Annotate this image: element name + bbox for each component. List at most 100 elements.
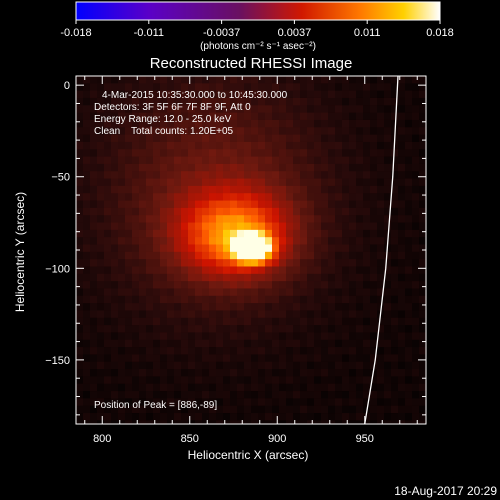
heatmap-cell [181,171,189,179]
heatmap-cell [314,237,322,245]
heatmap-cell [272,185,280,194]
heatmap-cell [188,317,196,326]
heatmap-cell [321,398,329,407]
heatmap-cell [223,325,231,333]
heatmap-cell [412,295,420,304]
heatmap-cell [412,281,420,289]
heatmap-cell [202,273,210,282]
heatmap-cell [174,339,182,348]
heatmap-cell [76,229,84,238]
heatmap-cell [321,141,329,150]
heatmap-cell [405,134,413,143]
heatmap-cell [118,90,126,99]
heatmap-cell [398,383,406,392]
heatmap-cell [328,171,336,179]
heatmap-cell [293,244,301,253]
heatmap-cell [349,112,357,121]
heatmap-cell [419,171,426,179]
heatmap-cell [195,398,203,407]
heatmap-cell [104,127,112,136]
heatmap-cell [342,405,350,414]
heatmap-cell [223,391,231,399]
heatmap-cell [258,134,266,143]
heatmap-cell [405,222,413,231]
heatmap-cell [230,273,238,282]
heatmap-cell [216,405,224,414]
heatmap-cell [412,420,420,424]
heatmap-cell [125,163,133,172]
heatmap-cell [118,413,126,421]
heatmap-cell [195,391,203,399]
heatmap-cell [139,119,147,128]
heatmap-cell [293,141,301,150]
heatmap-cell [356,134,364,143]
heatmap-cell [391,339,399,348]
heatmap-cell [314,310,322,319]
heatmap-cell [125,339,133,348]
heatmap-cell [125,156,133,165]
heatmap-cell [391,215,399,223]
heatmap-cell [139,347,147,355]
heatmap-cell [244,288,252,297]
heatmap-cell [279,163,287,172]
heatmap-cell [293,398,301,407]
heatmap-cell [216,193,224,201]
heatmap-cell [412,288,420,297]
heatmap-cell [391,405,399,414]
heatmap-cell [237,303,245,311]
heatmap-cell [286,281,294,289]
heatmap-cell [335,295,343,304]
heatmap-cell [335,391,343,399]
heatmap-cell [160,105,168,114]
heatmap-cell [342,215,350,223]
heatmap-cell [405,295,413,304]
heatmap-cell [258,207,266,216]
heatmap-cell [377,376,385,385]
heatmap-cell [251,383,259,392]
heatmap-cell [153,193,161,201]
heatmap-cell [132,266,140,275]
heatmap-cell [132,405,140,414]
heatmap-cell [391,369,399,377]
heatmap-cell [167,97,175,106]
heatmap-cell [342,303,350,311]
heatmap-cell [223,215,231,223]
heatmap-cell [321,237,329,245]
heatmap-cell [209,347,217,355]
heatmap-cell [286,405,294,414]
heatmap-cell [300,383,308,392]
heatmap-cell [370,83,378,92]
heatmap-cell [146,266,154,275]
heatmap-cell [132,369,140,377]
heatmap-cell [202,354,210,363]
heatmap-cell [321,112,329,121]
heatmap-cell [314,119,322,128]
heatmap-cell [405,97,413,106]
heatmap-cell [195,405,203,414]
heatmap-cell [132,163,140,172]
heatmap-cell [251,163,259,172]
heatmap-cell [251,288,259,297]
heatmap-cell [139,391,147,399]
heatmap-cell [104,178,112,187]
heatmap-cell [167,273,175,282]
heatmap-cell [398,163,406,172]
heatmap-cell [181,369,189,377]
heatmap-cell [167,244,175,253]
heatmap-cell [244,229,252,238]
heatmap-cell [286,119,294,128]
heatmap-cell [223,76,231,84]
heatmap-cell [279,178,287,187]
x-tick-label: 950 [356,433,374,445]
heatmap-cell [412,317,420,326]
heatmap-cell [118,237,126,245]
heatmap-cell [419,273,426,282]
heatmap-cell [272,361,280,370]
heatmap-cell [300,141,308,150]
heatmap-cell [419,215,426,223]
heatmap-cell [230,163,238,172]
heatmap-cell [174,127,182,136]
solar-limb-curve [364,76,399,424]
heatmap-cell [349,295,357,304]
heatmap-cell [293,83,301,92]
